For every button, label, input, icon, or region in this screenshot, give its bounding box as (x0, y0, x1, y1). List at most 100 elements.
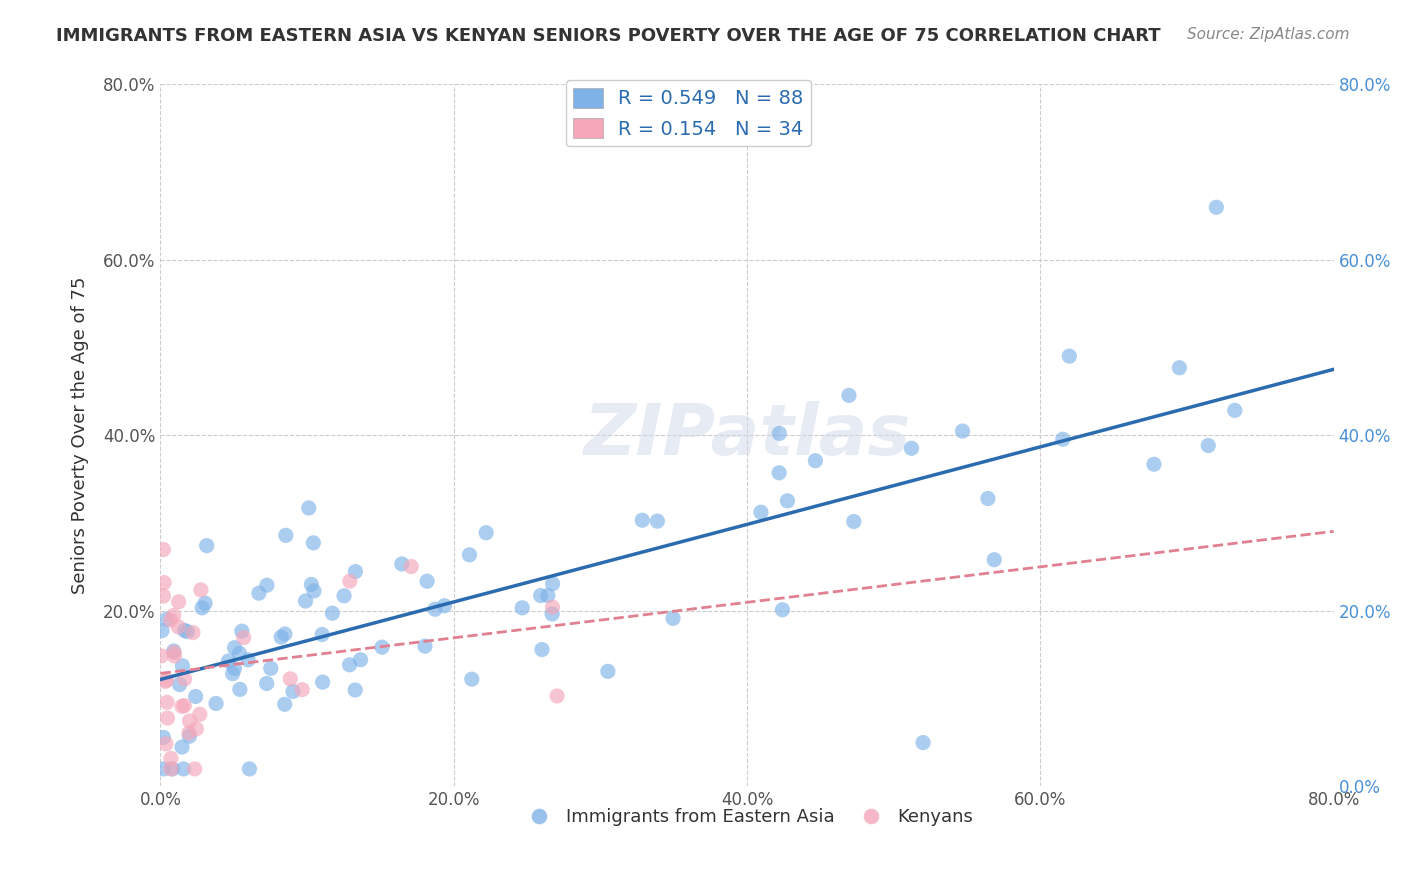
Immigrants from Eastern Asia (900, 442, 922, 456)
Immigrants from Eastern Asia (339, 657, 361, 672)
Immigrants from Eastern Asia (274, 528, 297, 542)
Immigrants from Eastern Asia (247, 586, 270, 600)
Immigrants from Eastern Asia (461, 672, 484, 686)
Immigrants from Eastern Asia (228, 646, 250, 660)
Kenyans (156, 695, 179, 709)
Immigrants from Eastern Asia (983, 552, 1005, 566)
Immigrants from Eastern Asia (169, 677, 191, 691)
Immigrants from Eastern Asia (156, 612, 179, 626)
Kenyans (150, 648, 173, 663)
Kenyans (155, 737, 177, 751)
Immigrants from Eastern Asia (776, 493, 799, 508)
Y-axis label: Seniors Poverty Over the Age of 75: Seniors Poverty Over the Age of 75 (72, 277, 89, 594)
Kenyans (339, 574, 361, 589)
Kenyans (399, 559, 422, 574)
Immigrants from Eastern Asia (842, 515, 865, 529)
Immigrants from Eastern Asia (281, 684, 304, 698)
Immigrants from Eastern Asia (475, 525, 498, 540)
Immigrants from Eastern Asia (416, 574, 439, 589)
Immigrants from Eastern Asia (977, 491, 1000, 506)
Immigrants from Eastern Asia (302, 584, 325, 599)
Immigrants from Eastern Asia (838, 388, 860, 402)
Immigrants from Eastern Asia (596, 665, 619, 679)
Immigrants from Eastern Asia (229, 682, 252, 697)
Immigrants from Eastern Asia (952, 424, 974, 438)
Kenyans (541, 600, 564, 615)
Immigrants from Eastern Asia (238, 762, 260, 776)
Immigrants from Eastern Asia (231, 624, 253, 639)
Immigrants from Eastern Asia (349, 653, 371, 667)
Kenyans (160, 762, 183, 776)
Immigrants from Eastern Asia (541, 576, 564, 591)
Immigrants from Eastern Asia (1197, 438, 1219, 452)
Immigrants from Eastern Asia (321, 606, 343, 620)
Kenyans (190, 582, 212, 597)
Immigrants from Eastern Asia (333, 589, 356, 603)
Kenyans (152, 589, 174, 603)
Kenyans (232, 631, 254, 645)
Kenyans (170, 699, 193, 714)
Kenyans (156, 711, 179, 725)
Text: Source: ZipAtlas.com: Source: ZipAtlas.com (1187, 27, 1350, 42)
Immigrants from Eastern Asia (344, 683, 367, 698)
Kenyans (179, 714, 201, 728)
Kenyans (163, 648, 186, 663)
Immigrants from Eastern Asia (537, 589, 560, 603)
Immigrants from Eastern Asia (221, 666, 243, 681)
Immigrants from Eastern Asia (294, 594, 316, 608)
Immigrants from Eastern Asia (662, 611, 685, 625)
Immigrants from Eastern Asia (1059, 349, 1081, 363)
Kenyans (278, 672, 301, 686)
Immigrants from Eastern Asia (236, 653, 259, 667)
Kenyans (153, 575, 176, 590)
Immigrants from Eastern Asia (302, 536, 325, 550)
Immigrants from Eastern Asia (205, 697, 228, 711)
Kenyans (163, 645, 186, 659)
Immigrants from Eastern Asia (510, 600, 533, 615)
Immigrants from Eastern Asia (647, 514, 669, 528)
Immigrants from Eastern Asia (371, 640, 394, 655)
Immigrants from Eastern Asia (162, 762, 184, 776)
Kenyans (173, 672, 195, 686)
Immigrants from Eastern Asia (530, 589, 553, 603)
Immigrants from Eastern Asia (217, 654, 239, 668)
Immigrants from Eastern Asia (1205, 200, 1227, 214)
Immigrants from Eastern Asia (749, 505, 772, 519)
Immigrants from Eastern Asia (260, 661, 283, 675)
Immigrants from Eastern Asia (270, 630, 292, 644)
Immigrants from Eastern Asia (170, 740, 193, 755)
Immigrants from Eastern Asia (433, 599, 456, 613)
Immigrants from Eastern Asia (1168, 360, 1191, 375)
Immigrants from Eastern Asia (173, 624, 195, 638)
Immigrants from Eastern Asia (191, 600, 214, 615)
Immigrants from Eastern Asia (423, 602, 446, 616)
Kenyans (167, 595, 190, 609)
Immigrants from Eastern Asia (541, 607, 564, 621)
Immigrants from Eastern Asia (152, 762, 174, 776)
Kenyans (160, 751, 183, 765)
Kenyans (156, 673, 179, 687)
Immigrants from Eastern Asia (195, 539, 218, 553)
Immigrants from Eastern Asia (530, 642, 553, 657)
Immigrants from Eastern Asia (911, 736, 934, 750)
Kenyans (167, 620, 190, 634)
Immigrants from Eastern Asia (299, 577, 322, 591)
Immigrants from Eastern Asia (274, 627, 297, 641)
Immigrants from Eastern Asia (458, 548, 481, 562)
Kenyans (177, 726, 200, 740)
Immigrants from Eastern Asia (172, 658, 194, 673)
Immigrants from Eastern Asia (184, 690, 207, 704)
Kenyans (546, 689, 568, 703)
Immigrants from Eastern Asia (391, 557, 413, 571)
Immigrants from Eastern Asia (256, 578, 278, 592)
Kenyans (173, 698, 195, 713)
Immigrants from Eastern Asia (298, 500, 321, 515)
Immigrants from Eastern Asia (224, 661, 246, 675)
Immigrants from Eastern Asia (311, 675, 333, 690)
Kenyans (291, 682, 314, 697)
Immigrants from Eastern Asia (631, 513, 654, 527)
Immigrants from Eastern Asia (344, 565, 367, 579)
Immigrants from Eastern Asia (1143, 457, 1166, 471)
Kenyans (155, 674, 177, 689)
Kenyans (159, 613, 181, 627)
